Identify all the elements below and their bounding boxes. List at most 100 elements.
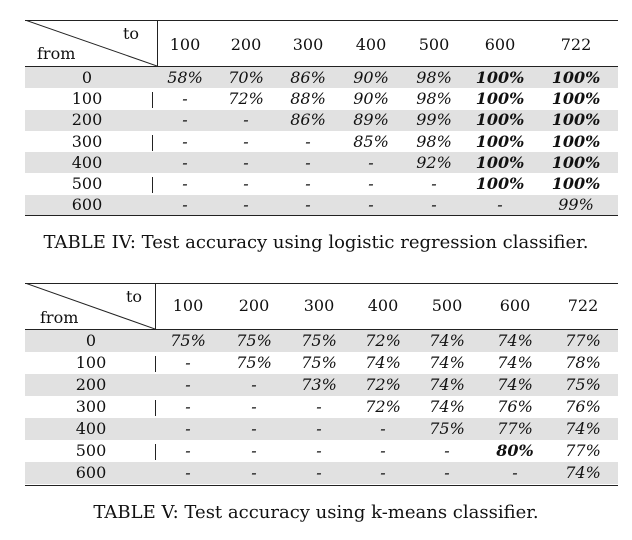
table-cell: 99% bbox=[416, 110, 452, 130]
table-cell: - bbox=[444, 441, 450, 460]
table-cell: - bbox=[512, 463, 518, 482]
row-shading bbox=[25, 67, 618, 89]
table-cell: - bbox=[243, 131, 249, 151]
table-cell: 75% bbox=[170, 331, 206, 350]
bottom-rule bbox=[25, 485, 618, 486]
table-cell: 98% bbox=[416, 131, 452, 151]
row-from-label: 0 bbox=[85, 331, 97, 350]
row-from-label: 200 bbox=[75, 375, 107, 394]
table-cell: - bbox=[185, 353, 191, 372]
table-cell: 72% bbox=[228, 88, 264, 108]
table-cell: - bbox=[182, 131, 188, 151]
column-header: 400 bbox=[367, 296, 399, 315]
table-cell: 74% bbox=[429, 353, 465, 372]
table-cell: - bbox=[182, 110, 188, 130]
table-cell: - bbox=[316, 441, 322, 460]
table-cell: 100% bbox=[475, 88, 525, 108]
corner-from-label: from bbox=[37, 44, 76, 63]
table-cell: 78% bbox=[565, 353, 601, 372]
table-cell: 74% bbox=[365, 353, 401, 372]
table-cell: 75% bbox=[301, 353, 337, 372]
table-cell: 77% bbox=[565, 441, 601, 460]
table-cell: 85% bbox=[353, 131, 389, 151]
row-from-label: 400 bbox=[75, 419, 107, 438]
table-cell: - bbox=[316, 463, 322, 482]
corner-separator bbox=[155, 283, 156, 329]
header-rule bbox=[25, 66, 618, 67]
row-separator-tick bbox=[155, 444, 156, 460]
table-cell: 74% bbox=[497, 331, 533, 350]
row-from-label: 500 bbox=[75, 441, 107, 460]
row-separator-tick bbox=[152, 134, 153, 151]
column-header: 722 bbox=[567, 296, 599, 315]
table-cell: - bbox=[185, 441, 191, 460]
table-cell: 75% bbox=[236, 331, 272, 350]
row-separator-tick bbox=[155, 356, 156, 372]
table-cell: - bbox=[431, 195, 437, 215]
table-cell: 86% bbox=[290, 67, 326, 87]
table-cell: - bbox=[182, 195, 188, 215]
table-cell: - bbox=[380, 441, 386, 460]
table-cell: 72% bbox=[365, 331, 401, 350]
table-cell: 88% bbox=[290, 88, 326, 108]
table-cell: 90% bbox=[353, 88, 389, 108]
table-cell: - bbox=[243, 174, 249, 194]
row-shading bbox=[25, 330, 618, 352]
top-rule bbox=[25, 283, 618, 284]
table-cell: 77% bbox=[497, 419, 533, 438]
table-cell: - bbox=[182, 88, 188, 108]
table-cell: 92% bbox=[416, 152, 452, 172]
table-cell: 89% bbox=[353, 110, 389, 130]
table-cell: 74% bbox=[565, 419, 601, 438]
table-cell: 100% bbox=[551, 152, 601, 172]
table-cell: - bbox=[368, 195, 374, 215]
table-cell: 90% bbox=[353, 67, 389, 87]
table-cell: - bbox=[305, 131, 311, 151]
row-shading bbox=[25, 462, 618, 484]
table-cell: - bbox=[368, 174, 374, 194]
row-from-label: 300 bbox=[71, 131, 103, 151]
table-cell: - bbox=[316, 419, 322, 438]
row-from-label: 0 bbox=[81, 67, 93, 87]
table-cell: 75% bbox=[565, 375, 601, 394]
table-cell: 74% bbox=[429, 375, 465, 394]
table-cell: 74% bbox=[565, 463, 601, 482]
column-header: 200 bbox=[238, 296, 270, 315]
table-v-caption: TABLE V: Test accuracy using k-means cla… bbox=[93, 502, 539, 523]
table-cell: 76% bbox=[565, 397, 601, 416]
table-cell: - bbox=[185, 375, 191, 394]
table-cell: 98% bbox=[416, 67, 452, 87]
row-shading bbox=[25, 418, 618, 440]
column-header: 600 bbox=[499, 296, 531, 315]
table-cell: 75% bbox=[236, 353, 272, 372]
corner-diagonal bbox=[25, 283, 155, 329]
table-cell: - bbox=[251, 375, 257, 394]
column-header: 100 bbox=[169, 35, 201, 54]
bottom-rule bbox=[25, 215, 618, 216]
row-from-label: 400 bbox=[71, 152, 103, 172]
row-shading bbox=[25, 152, 618, 174]
table-cell: - bbox=[182, 152, 188, 172]
header-rule bbox=[25, 329, 618, 330]
table-cell: 74% bbox=[497, 353, 533, 372]
table-cell: 100% bbox=[475, 110, 525, 130]
table-cell: 100% bbox=[475, 131, 525, 151]
column-header: 500 bbox=[431, 296, 463, 315]
table-cell: 75% bbox=[429, 419, 465, 438]
table-cell: 98% bbox=[416, 88, 452, 108]
top-rule bbox=[25, 20, 618, 21]
table-cell: - bbox=[305, 174, 311, 194]
table-cell: - bbox=[305, 195, 311, 215]
column-header: 300 bbox=[292, 35, 324, 54]
table-cell: 58% bbox=[167, 67, 203, 87]
row-from-label: 200 bbox=[71, 110, 103, 130]
table-cell: 100% bbox=[475, 174, 525, 194]
row-separator-tick bbox=[152, 177, 153, 194]
row-from-label: 300 bbox=[75, 397, 107, 416]
row-from-label: 100 bbox=[71, 88, 103, 108]
corner-diagonal bbox=[25, 20, 157, 66]
row-separator-tick bbox=[155, 400, 156, 416]
row-from-label: 600 bbox=[75, 463, 107, 482]
table-iv: to from 100 200 300 400 500 600 722 0 58% 70% 86%… bbox=[25, 20, 618, 217]
table-cell: 100% bbox=[551, 88, 601, 108]
